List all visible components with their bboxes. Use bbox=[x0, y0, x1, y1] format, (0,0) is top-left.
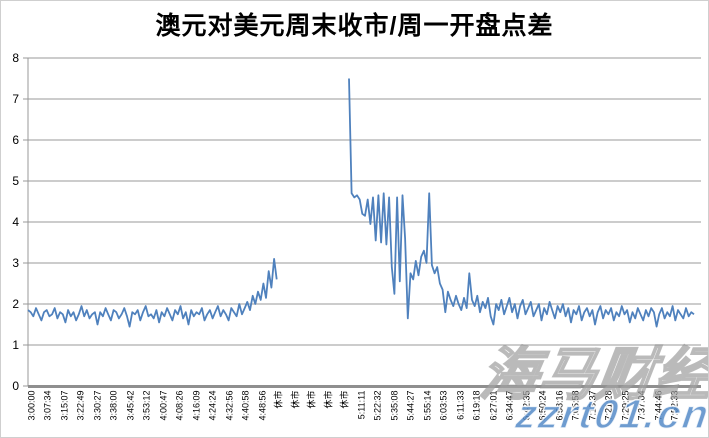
x-axis-label: 4:40:58 bbox=[240, 390, 251, 421]
x-axis-label: 3:38:00 bbox=[108, 390, 119, 421]
x-axis-label: 3:15:07 bbox=[59, 390, 69, 421]
x-axis-label: 6:11:33 bbox=[455, 390, 465, 420]
x-axis-label: 4:48:56 bbox=[257, 390, 267, 421]
x-axis-label: 休市 bbox=[306, 390, 317, 409]
y-axis-label: 5 bbox=[12, 174, 19, 188]
x-axis-label: 休市 bbox=[273, 390, 284, 409]
x-axis-label: 3:53:12 bbox=[141, 390, 152, 421]
x-axis-label: 6:03:53 bbox=[438, 390, 449, 421]
x-axis-label: 3:07:34 bbox=[42, 390, 53, 421]
x-axis-label: 5:55:14 bbox=[422, 390, 432, 421]
gridlines bbox=[28, 57, 701, 346]
series-line bbox=[27, 78, 695, 328]
x-axis-label: 3:22:49 bbox=[75, 390, 86, 421]
x-axis-label: 3:30:27 bbox=[92, 390, 102, 421]
watermark-url-text: zzrt01.cn bbox=[512, 390, 709, 437]
x-axis-label: 休市 bbox=[339, 390, 350, 409]
y-axis-label: 6 bbox=[12, 133, 19, 147]
x-axis-label: 3:45:42 bbox=[125, 390, 135, 421]
y-axis-label: 4 bbox=[12, 215, 19, 229]
x-axis-label: 4:08:26 bbox=[174, 390, 185, 421]
y-axis-label: 2 bbox=[12, 297, 19, 311]
y-axis-label: 1 bbox=[12, 338, 19, 352]
x-axis-label: 4:24:24 bbox=[207, 390, 218, 421]
y-axis-label: 3 bbox=[12, 256, 19, 270]
x-axis-label: 5:35:08 bbox=[389, 390, 399, 421]
x-axis-baseline bbox=[28, 385, 701, 388]
chart-title: 澳元对美元周末收市/周一开盘点差 bbox=[155, 12, 554, 40]
x-axis-label: 5:11:11 bbox=[356, 390, 366, 419]
y-axis-label: 8 bbox=[12, 51, 19, 65]
x-axis-label: 5:44:27 bbox=[405, 390, 416, 421]
y-axis-label: 0 bbox=[12, 379, 19, 393]
x-axis-label: 3:00:00 bbox=[26, 390, 36, 421]
y-axis-ticks bbox=[23, 57, 28, 387]
x-axis-label: 4:00:47 bbox=[158, 390, 168, 421]
y-axis-label: 7 bbox=[12, 92, 19, 106]
x-axis-label: 5:22:32 bbox=[372, 390, 383, 421]
x-axis-label: 4:16:09 bbox=[191, 390, 201, 421]
x-axis-label: 休市 bbox=[323, 390, 333, 409]
x-axis-label: 4:32:56 bbox=[224, 390, 234, 421]
x-axis-label: 休市 bbox=[290, 390, 300, 409]
